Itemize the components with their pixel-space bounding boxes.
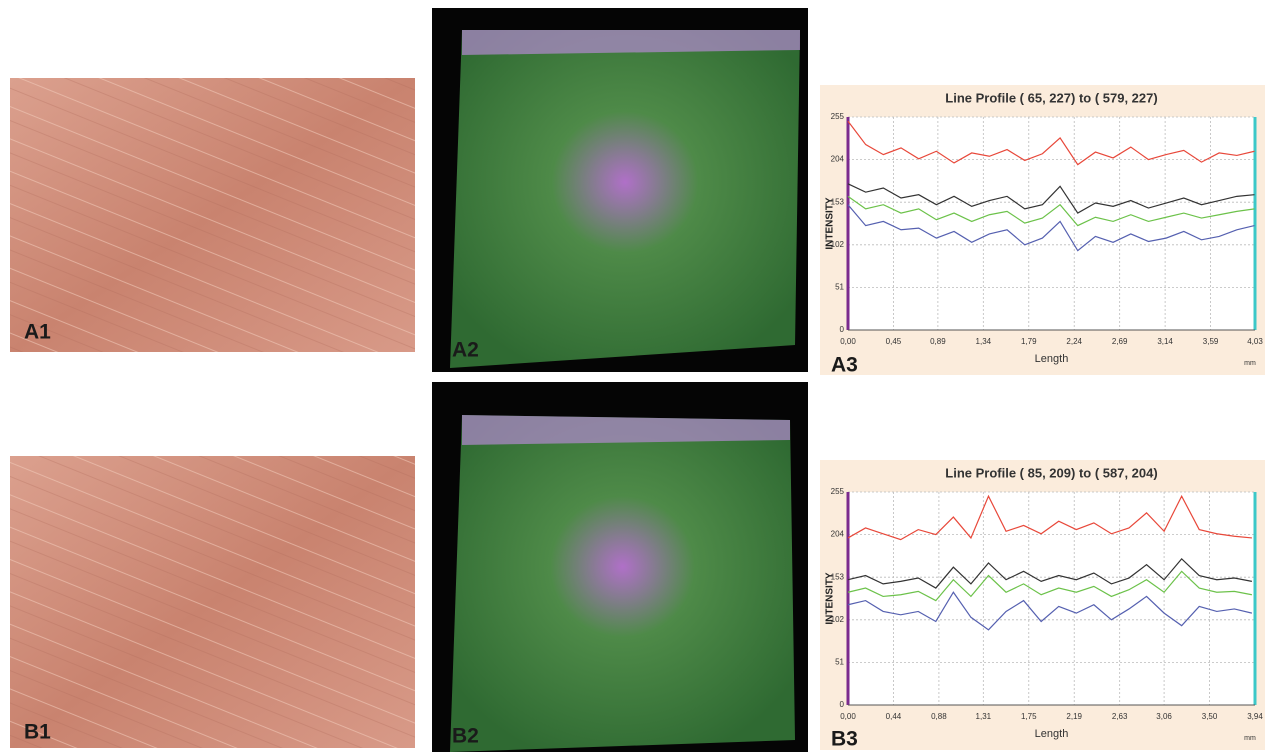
panel-label: A2: [452, 339, 479, 362]
y-tick-label: 153: [831, 197, 845, 206]
y-tick-label: 102: [831, 615, 845, 624]
x-tick-label: 3,06: [1156, 712, 1172, 721]
panel-label: A1: [24, 321, 51, 344]
plot-area: [848, 117, 1255, 330]
y-tick-label: 102: [831, 240, 845, 249]
x-tick-label: 3,94: [1247, 712, 1263, 721]
y-tick-label: 204: [831, 155, 845, 164]
y-tick-label: 255: [831, 487, 845, 496]
panel-label: B2: [452, 725, 479, 748]
relief-a2: [432, 8, 808, 372]
photo-b1: [10, 456, 415, 748]
x-tick-label: 0,44: [886, 712, 902, 721]
x-axis-label: Length: [1035, 353, 1069, 365]
y-tick-label: 204: [831, 530, 845, 539]
x-tick-label: 1,79: [1021, 337, 1037, 346]
x-tick-label: 2,69: [1112, 337, 1128, 346]
x-tick-label: 3,59: [1203, 337, 1219, 346]
x-tick-label: 2,19: [1066, 712, 1082, 721]
relief-b2: [432, 382, 808, 752]
panel-label: A3: [831, 354, 858, 377]
plot-area: [848, 492, 1255, 705]
x-tick-label: 1,31: [976, 712, 992, 721]
photo-a1: [10, 78, 415, 352]
y-tick-label: 51: [835, 283, 844, 292]
x-axis-label: Length: [1035, 728, 1069, 740]
unit-label: mm: [1244, 360, 1256, 367]
x-tick-label: 4,03: [1247, 337, 1263, 346]
x-tick-label: 2,24: [1066, 337, 1082, 346]
y-tick-label: 153: [831, 572, 845, 581]
y-tick-label: 255: [831, 112, 845, 121]
chart-title: Line Profile ( 85, 209) to ( 587, 204): [945, 465, 1157, 480]
x-tick-label: 1,75: [1021, 712, 1037, 721]
panel-label: B3: [831, 728, 858, 751]
unit-label: mm: [1244, 735, 1256, 742]
y-tick-label: 0: [840, 700, 845, 709]
y-tick-label: 51: [835, 658, 844, 667]
x-tick-label: 2,63: [1112, 712, 1128, 721]
x-tick-label: 0,00: [840, 712, 856, 721]
x-tick-label: 0,00: [840, 337, 856, 346]
x-tick-label: 0,45: [886, 337, 902, 346]
panel-label: B1: [24, 721, 51, 744]
x-tick-label: 3,50: [1202, 712, 1218, 721]
figure: Line Profile ( 65, 227) to ( 579, 227)IN…: [0, 0, 1272, 755]
chart-title: Line Profile ( 65, 227) to ( 579, 227): [945, 90, 1157, 105]
x-tick-label: 0,88: [931, 712, 947, 721]
x-tick-label: 1,34: [976, 337, 992, 346]
x-tick-label: 3,14: [1157, 337, 1173, 346]
x-tick-label: 0,89: [930, 337, 946, 346]
y-tick-label: 0: [840, 325, 845, 334]
